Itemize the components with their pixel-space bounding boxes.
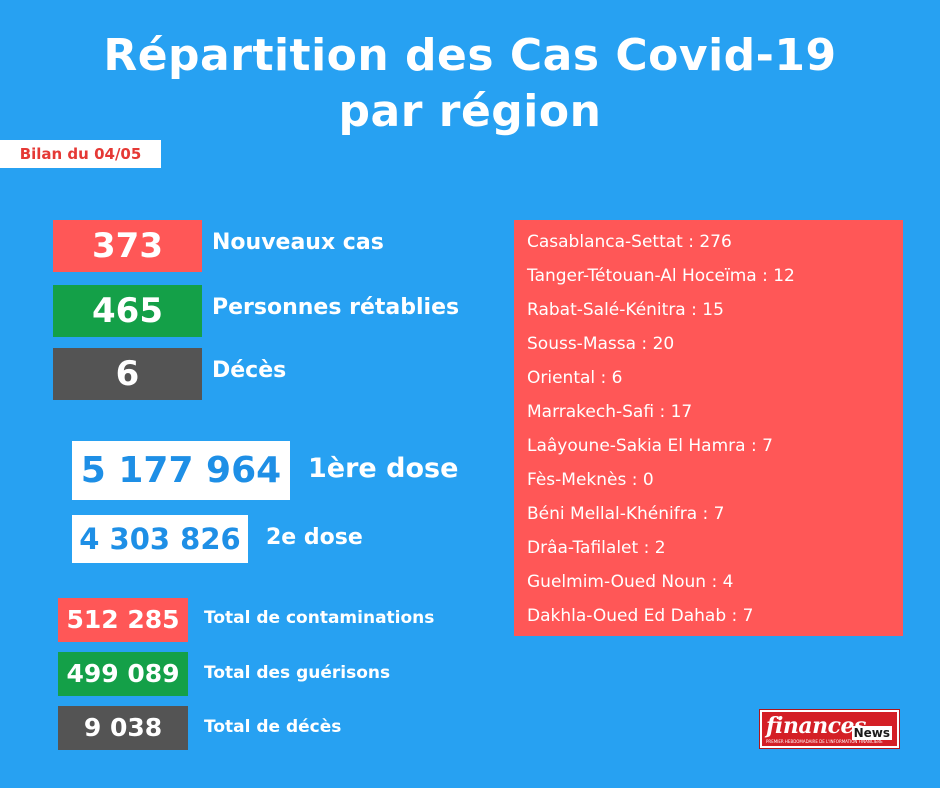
region-item: Marrakech-Safi : 17 [527,402,693,422]
page-title: Répartition des Cas Covid-19 par région [0,28,940,140]
region-item: Souss-Massa : 20 [527,334,675,354]
logo-word: finances [766,713,866,739]
deaths-value: 6 [53,348,202,400]
finances-news-logo: finances News PREMIER HEBDOMADAIRE DE L'… [760,710,899,748]
total-deaths-label: Total de décès [204,717,342,737]
region-item: Béni Mellal-Khénifra : 7 [527,504,725,524]
total-contaminations-value: 512 285 [58,598,188,642]
recovered-label: Personnes rétablies [212,295,460,320]
logo-tagline: PREMIER HEBDOMADAIRE DE L'INFORMATION FI… [766,739,883,744]
region-item: Dakhla-Oued Ed Dahab : 7 [527,606,754,626]
region-item: Drâa-Tafilalet : 2 [527,538,666,558]
dose1-label: 1ère dose [308,453,459,484]
region-item: Oriental : 6 [527,368,623,388]
logo-news: News [851,726,892,740]
region-item: Casablanca-Settat : 276 [527,232,732,252]
recovered-value: 465 [53,285,202,337]
title-line-2: par région [338,86,602,137]
deaths-label: Décès [212,358,287,383]
region-item: Rabat-Salé-Kénitra : 15 [527,300,724,320]
dose2-label: 2e dose [266,525,363,550]
regions-list: Casablanca-Settat : 276 Tanger-Tétouan-A… [514,220,903,636]
title-line-1: Répartition des Cas Covid-19 [103,30,837,81]
new-cases-label: Nouveaux cas [212,230,384,255]
total-deaths-value: 9 038 [58,706,188,750]
region-item: Tanger-Tétouan-Al Hoceïma : 12 [527,266,795,286]
region-item: Guelmim-Oued Noun : 4 [527,572,734,592]
total-recoveries-value: 499 089 [58,652,188,696]
region-item: Fès-Meknès : 0 [527,470,654,490]
total-recoveries-label: Total des guérisons [204,663,391,683]
dose2-value: 4 303 826 [72,515,248,563]
region-item: Laâyoune-Sakia El Hamra : 7 [527,436,773,456]
bilan-date-badge: Bilan du 04/05 [0,140,161,168]
dose1-value: 5 177 964 [72,441,290,500]
total-contaminations-label: Total de contaminations [204,608,435,628]
new-cases-value: 373 [53,220,202,272]
